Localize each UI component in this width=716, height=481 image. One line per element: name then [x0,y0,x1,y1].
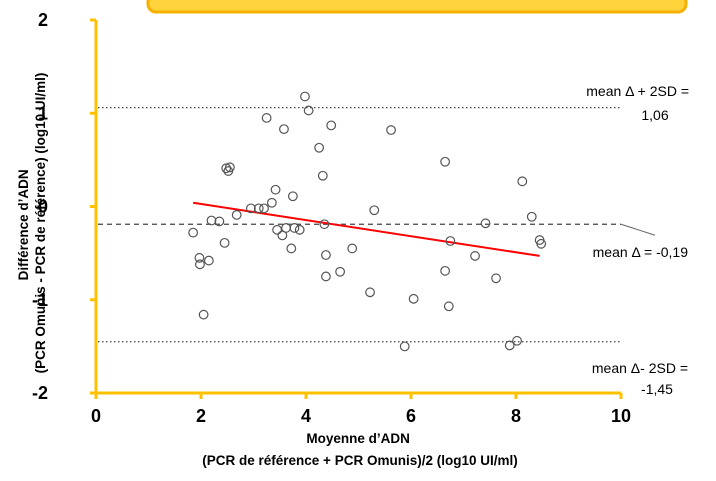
data-point [198,309,209,320]
data-point [219,237,230,248]
data-point [445,236,456,246]
x-tick-label: 8 [511,406,521,426]
data-point [203,255,214,266]
data-point [347,243,358,254]
data-point [365,287,375,298]
data-point [221,163,232,174]
reference-annotations: mean Δ + 2SD = 1,06 mean Δ = -0,19 mean Δ- … [586,83,689,397]
data-point [245,203,256,214]
data-point [287,191,298,202]
data-point [321,250,331,260]
y-tick-label: 1 [38,103,48,123]
data-point [279,124,289,135]
data-point [491,273,501,284]
x-tick-label: 0 [91,406,101,426]
data-point [224,162,235,173]
x-axis-title-line-1: Moyenne d’ADN [306,431,410,446]
plot-area [98,91,621,352]
data-point [386,125,396,135]
upper-limit-label: mean Δ + 2SD = [586,83,689,99]
upper-limit-value: 1,06 [641,107,668,123]
data-point [300,91,310,102]
data-point [194,252,205,263]
y-tick-label: -2 [32,383,48,403]
data-points [188,91,547,352]
data-point [294,224,305,235]
reference-lines [98,107,621,343]
x-axis-ticks: 0 2 4 6 8 10 [91,393,631,426]
regression-line-group [192,201,540,257]
x-tick-label: 4 [301,406,311,426]
data-point [504,340,515,351]
data-point [206,215,217,226]
y-axis-ticks: -2 -1 0 1 2 [32,10,96,403]
data-point [286,243,297,254]
data-point [195,259,205,270]
data-point [335,266,346,277]
data-point [326,120,337,131]
mean-label-leader-line [620,223,656,236]
data-point [470,251,480,261]
data-point [480,218,491,229]
data-point [526,211,537,222]
y-tick-label: 0 [38,197,48,217]
y-axis-title-line-2: (PCR Omunis - PCR de référence) (log10 U… [33,73,48,374]
x-axis-title: Moyenne d’ADN (PCR de référence + PCR Om… [202,431,517,468]
data-point [259,203,269,214]
x-tick-label: 10 [611,406,631,426]
y-tick-label: 2 [38,10,48,30]
data-point [281,223,291,233]
data-point [443,301,454,312]
data-point [270,184,281,195]
axes: -2 -1 0 1 2 0 2 4 6 8 10 [32,10,631,426]
data-point [440,156,451,167]
data-point [408,293,419,304]
data-point [266,197,277,208]
data-point [369,205,380,216]
data-point [303,105,314,116]
data-point [231,209,242,220]
data-point [253,203,264,214]
data-point [512,335,522,346]
x-axis-title-line-2: (PCR de référence + PCR Omunis)/2 (log10… [202,453,517,468]
lower-limit-label: mean Δ- 2SD = [592,360,688,376]
data-point [272,224,283,235]
y-axis-title: Différence d’ADN (PCR Omunis - PCR de ré… [16,73,48,374]
lower-limit-value: -1,45 [641,381,673,397]
data-point [188,227,199,238]
data-point [536,238,547,249]
data-point [314,142,325,153]
data-point [319,219,330,230]
data-point [289,223,300,233]
header-banner [146,0,688,14]
regression-line [192,201,540,257]
mean-difference-label: mean Δ = -0,19 [593,244,689,260]
data-point [440,265,451,276]
y-tick-label: -1 [32,290,48,310]
data-point [214,216,225,227]
data-point [261,113,272,123]
x-tick-label: 2 [196,406,206,426]
data-point [321,271,331,282]
y-axis-title-line-1: Différence d’ADN [16,169,31,280]
x-tick-label: 6 [406,406,416,426]
data-point [317,170,328,181]
data-point [517,176,528,187]
data-point [399,341,410,352]
